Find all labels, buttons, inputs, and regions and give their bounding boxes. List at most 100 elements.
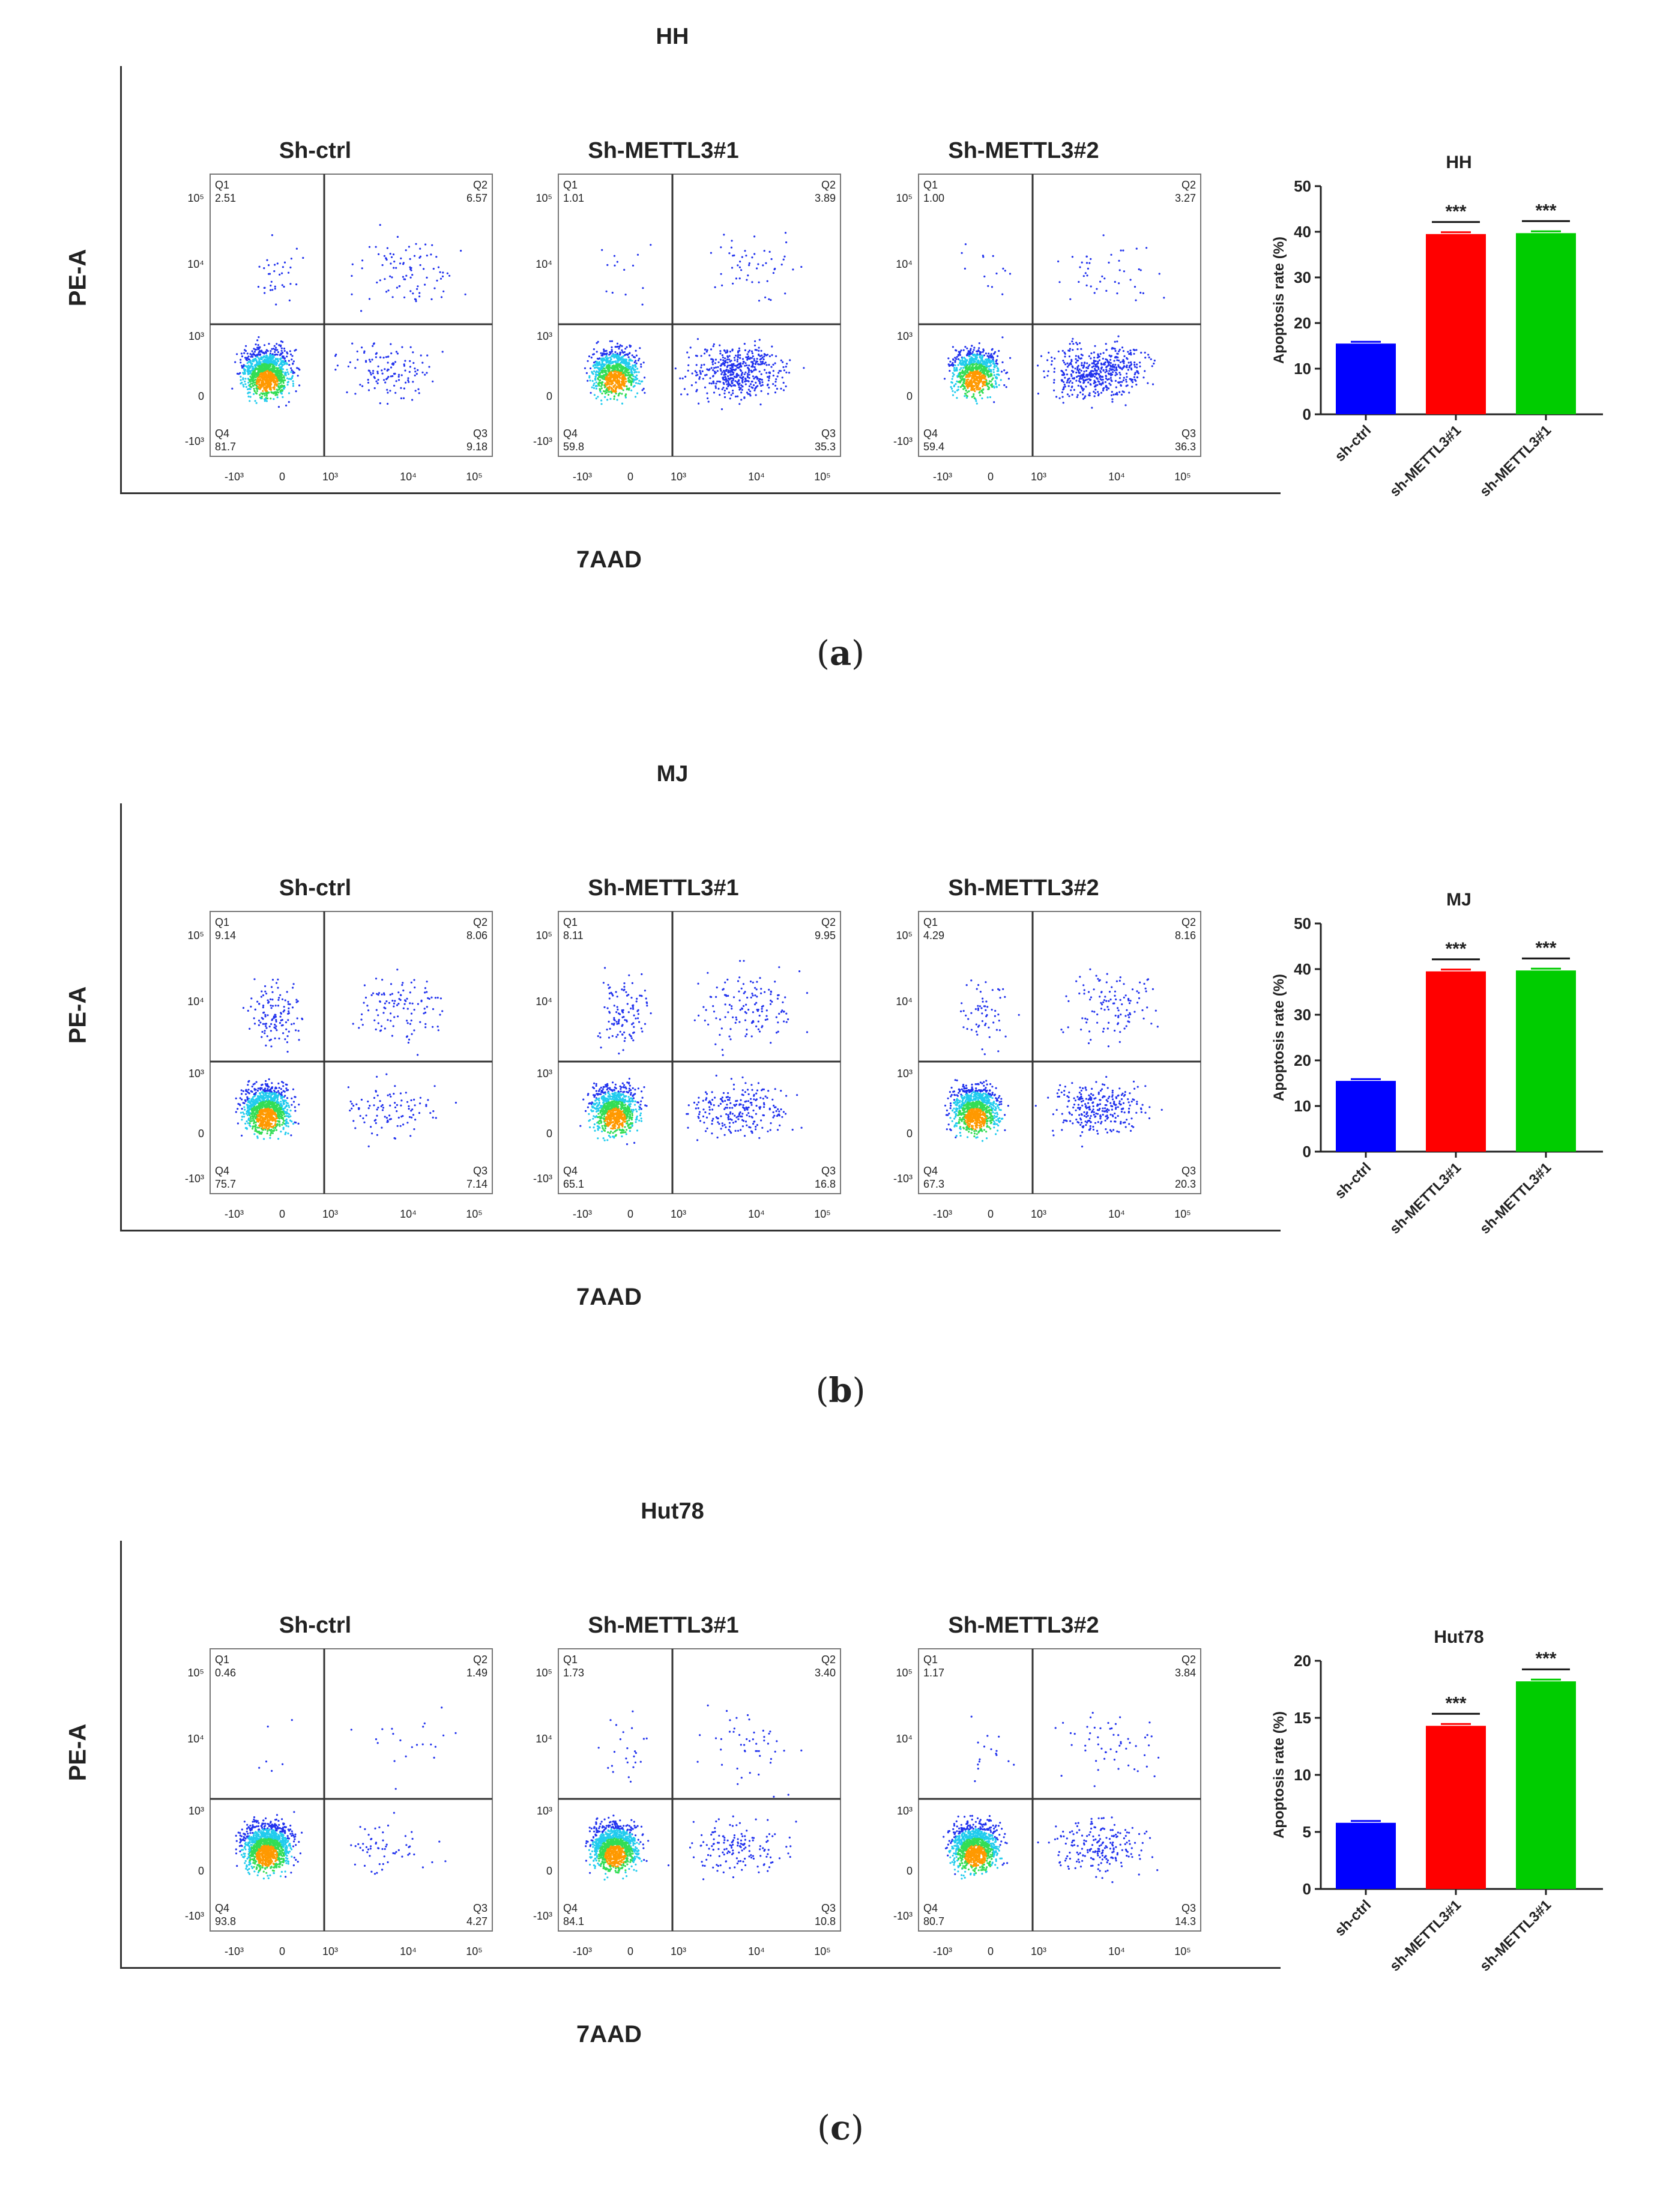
cell-event-dot: [376, 372, 379, 375]
cell-event-dot: [964, 346, 967, 348]
cell-event-dot: [1091, 375, 1093, 378]
cell-event-dot: [1050, 363, 1052, 366]
cell-event-dot: [623, 351, 626, 353]
cell-event-dot: [1153, 359, 1156, 362]
cell-event-dot: [1063, 361, 1066, 364]
cell-event-dot: [720, 369, 722, 372]
cell-event-dot: [291, 369, 293, 372]
y-axis-title: Apoptosis rate (%): [1271, 237, 1287, 364]
cell-event-dot: [432, 268, 435, 270]
cell-event-dot: [290, 258, 292, 260]
cell-event-dot: [1135, 349, 1138, 351]
cell-event-dot: [631, 354, 633, 357]
cell-event-dot: [1109, 358, 1112, 361]
sample-title: Sh-METTL3#2: [948, 875, 1099, 901]
cell-event-dot: [961, 384, 963, 387]
cell-event-dot: [644, 391, 646, 394]
plot-frame: [210, 911, 493, 1194]
cell-event-dot: [609, 351, 611, 354]
cell-event-dot: [971, 396, 973, 398]
cell-event-dot: [749, 349, 751, 352]
cell-event-dot: [992, 371, 995, 373]
cell-event-dot: [1111, 371, 1114, 373]
cell-event-dot: [768, 250, 771, 253]
cell-event-dot: [756, 385, 759, 387]
cell-event-dot: [974, 367, 976, 369]
cell-event-dot: [409, 258, 411, 260]
cell-event-dot: [959, 351, 961, 353]
cell-event-dot: [723, 364, 726, 367]
cell-event-dot: [623, 385, 626, 387]
cell-event-dot: [1100, 366, 1103, 369]
cell-event-dot: [974, 355, 977, 357]
cell-event-dot: [1130, 353, 1132, 356]
cell-event-dot: [1088, 378, 1090, 380]
cell-event-dot: [247, 381, 250, 384]
cell-event-dot: [1102, 378, 1104, 381]
cell-event-dot: [435, 256, 438, 258]
cell-event-dot: [396, 352, 399, 355]
plot-frame: [918, 174, 1201, 457]
y-tick-label: -10³: [185, 435, 204, 447]
cell-event-dot: [1068, 377, 1070, 379]
cell-event-dot: [690, 384, 693, 387]
cell-event-dot: [1095, 372, 1097, 374]
cell-event-dot: [298, 384, 301, 387]
cell-event-dot: [985, 370, 987, 372]
cell-event-dot: [729, 367, 732, 369]
cell-event-dot: [430, 298, 433, 300]
cell-event-dot: [292, 372, 294, 374]
cell-event-dot: [1145, 247, 1148, 249]
cell-event-dot: [269, 1122, 271, 1125]
cell-event-dot: [1090, 285, 1092, 288]
bar-chart-title: HH: [1446, 153, 1471, 172]
cell-event-dot: [952, 375, 954, 378]
y-tick-label: 10⁵: [536, 192, 552, 204]
cell-event-dot: [262, 357, 264, 359]
cell-event-dot: [1122, 366, 1124, 369]
cell-event-dot: [1109, 367, 1111, 370]
cell-event-dot: [258, 348, 260, 350]
cell-event-dot: [959, 354, 961, 356]
cell-event-dot: [255, 1106, 258, 1108]
cell-event-dot: [982, 372, 985, 375]
cell-event-dot: [1119, 373, 1121, 376]
cell-event-dot: [464, 293, 466, 295]
cell-event-dot: [240, 1089, 243, 1092]
cell-event-dot: [964, 395, 966, 397]
cell-event-dot: [695, 364, 698, 366]
cell-event-dot: [1106, 365, 1108, 367]
cell-event-dot: [249, 391, 251, 394]
cell-event-dot: [729, 351, 731, 353]
cell-event-dot: [417, 285, 419, 288]
cell-event-dot: [629, 345, 632, 348]
cell-event-dot: [241, 1134, 243, 1137]
cell-event-dot: [982, 385, 984, 387]
cell-event-dot: [950, 364, 952, 366]
cell-event-dot: [636, 253, 639, 256]
cell-event-dot: [236, 372, 239, 375]
cell-event-dot: [283, 387, 285, 389]
cell-event-dot: [270, 360, 273, 362]
cell-event-dot: [271, 353, 274, 355]
cell-event-dot: [731, 267, 734, 269]
cell-event-dot: [753, 366, 756, 369]
cell-event-dot: [755, 381, 757, 384]
cell-event-dot: [267, 264, 270, 267]
cell-event-dot: [1061, 349, 1064, 352]
cell-event-dot: [719, 344, 721, 346]
cell-event-dot: [725, 387, 728, 390]
panel-caption: (a): [816, 633, 865, 673]
cell-event-dot: [1046, 359, 1049, 361]
cell-event-dot: [604, 370, 606, 372]
cell-event-dot: [273, 361, 275, 364]
cell-event-dot: [369, 370, 371, 372]
cell-event-dot: [1071, 340, 1073, 343]
cell-event-dot: [296, 367, 298, 369]
cell-event-dot: [719, 368, 722, 370]
cell-event-dot: [1053, 367, 1056, 370]
cell-event-dot: [967, 367, 970, 370]
cell-event-dot: [720, 373, 723, 375]
cell-event-dot: [396, 235, 399, 238]
cell-event-dot: [628, 379, 630, 381]
